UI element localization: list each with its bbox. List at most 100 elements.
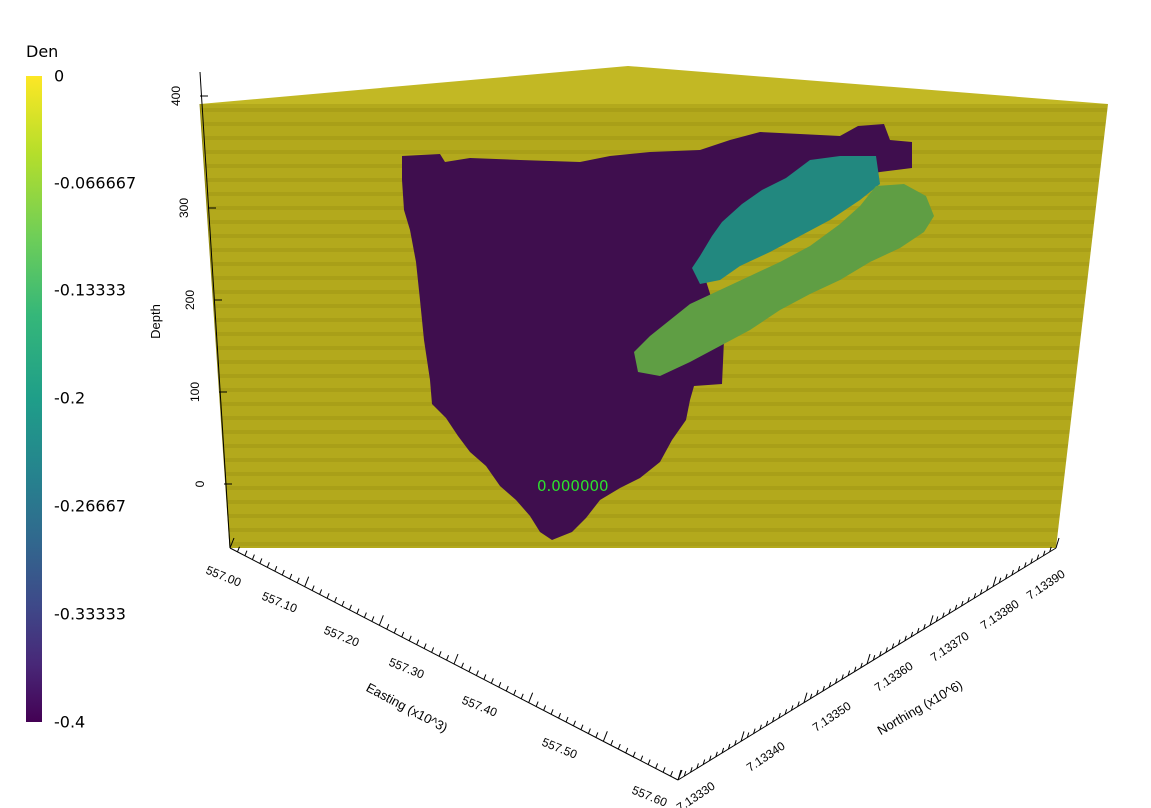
northing-tick-label: 7.13330: [674, 779, 718, 808]
axis-tick: [446, 654, 449, 661]
axis-tick: [244, 550, 248, 556]
axis-tick: [916, 627, 920, 634]
axis-tick: [393, 627, 397, 634]
easting-tick-label: 557.60: [630, 783, 670, 808]
axis-tick: [866, 653, 871, 665]
axis-tick: [1030, 558, 1033, 564]
axis-tick: [625, 747, 629, 754]
axis-tick: [709, 755, 712, 761]
axis-tick: [334, 596, 337, 603]
axis-tick: [935, 616, 939, 622]
northing-tick-label: 7.13380: [978, 597, 1022, 633]
depth-tick-label: 300: [177, 198, 191, 218]
axis-tick: [816, 689, 819, 696]
color-legend-bar: [26, 76, 42, 722]
axis-tick: [349, 604, 352, 611]
axis-tick: [1055, 537, 1060, 549]
axis-tick: [1042, 550, 1046, 556]
axis-tick: [961, 600, 964, 607]
axis-tick: [289, 573, 293, 580]
axis-tick: [655, 763, 659, 769]
northing-tick-label: 7.13340: [744, 739, 788, 775]
axis-tick: [948, 608, 951, 614]
axis-tick: [408, 635, 412, 641]
axis-tick: [483, 674, 487, 680]
axis-tick: [326, 593, 330, 599]
axis-tick: [423, 643, 427, 649]
axis-tick: [904, 635, 907, 641]
axis-tick: [468, 666, 472, 672]
axis-tick: [860, 662, 863, 669]
axis-tick: [753, 728, 756, 734]
axis-tick: [979, 589, 983, 595]
axis-tick: [356, 608, 360, 614]
axis-tick: [690, 767, 693, 773]
teal-body: [692, 156, 880, 284]
block-top-face: [200, 66, 1108, 112]
green-body: [634, 184, 934, 376]
northing-tick-label: 7.13350: [810, 699, 854, 735]
color-legend-label: -0.2: [54, 388, 86, 408]
axis-tick: [954, 604, 958, 611]
color-legend-label: -0.13333: [54, 280, 126, 300]
axis-tick: [602, 731, 608, 742]
axis-tick: [363, 612, 367, 618]
axis-tick: [784, 709, 788, 715]
easting-tick-label: 557.10: [260, 589, 300, 616]
axis-tick: [702, 759, 706, 765]
axis-tick: [319, 589, 323, 595]
axis-tick: [967, 596, 970, 603]
northing-tick-label: 7.13360: [872, 659, 916, 695]
axis-tick: [438, 651, 442, 657]
axis-tick: [580, 724, 584, 730]
color-legend-label: -0.066667: [54, 173, 137, 193]
axis-tick: [341, 600, 345, 607]
axis-tick: [304, 576, 310, 587]
axis-tick: [662, 767, 666, 773]
axis-tick: [898, 639, 901, 645]
axis-tick: [822, 685, 825, 692]
axis-tick: [640, 755, 644, 761]
axis-tick: [973, 593, 977, 599]
axis-tick: [274, 566, 278, 572]
axis-tick: [543, 705, 547, 711]
axis-tick: [992, 576, 997, 587]
axis-tick: [1024, 562, 1027, 568]
axis-tick: [853, 666, 857, 672]
axis-tick: [841, 674, 844, 680]
axis-tick: [809, 693, 813, 699]
axis-tick: [670, 770, 673, 777]
depth-axis-title: Depth: [147, 304, 163, 339]
probe-value-readout: 0.000000: [537, 477, 609, 495]
axis-tick: [765, 720, 769, 727]
axis-tick: [259, 558, 263, 564]
axis-tick: [727, 743, 731, 750]
color-legend-label: -0.4: [54, 712, 86, 732]
depth-tick-label: 200: [183, 290, 197, 310]
axis-tick: [416, 639, 420, 645]
easting-tick-label: 557.00: [204, 563, 244, 590]
axis-tick: [296, 577, 300, 583]
easting-tick-label: 557.20: [322, 623, 362, 650]
color-legend-label: -0.26667: [54, 496, 126, 516]
easting-tick-label: 557.30: [387, 655, 427, 682]
axis-tick: [617, 743, 621, 750]
axis-tick: [610, 740, 614, 746]
depth-axis: 0 100 200 300 400: [169, 71, 232, 549]
axis-tick: [558, 712, 561, 719]
axis-tick: [1017, 566, 1021, 572]
axis-tick: [520, 693, 524, 699]
color-legend-label: 0: [54, 66, 65, 86]
axis-tick: [835, 678, 838, 684]
depth-tick-label: 0: [193, 480, 207, 487]
axis-tick: [734, 740, 737, 746]
axis-tick: [573, 720, 576, 727]
axis-tick: [505, 685, 509, 692]
northing-axis: 7.133307.133407.133507.133607.133707.133…: [674, 537, 1068, 808]
axis-tick: [266, 562, 270, 568]
axis-tick: [229, 537, 235, 549]
axis-tick: [453, 653, 459, 665]
axis-tick: [498, 682, 502, 688]
